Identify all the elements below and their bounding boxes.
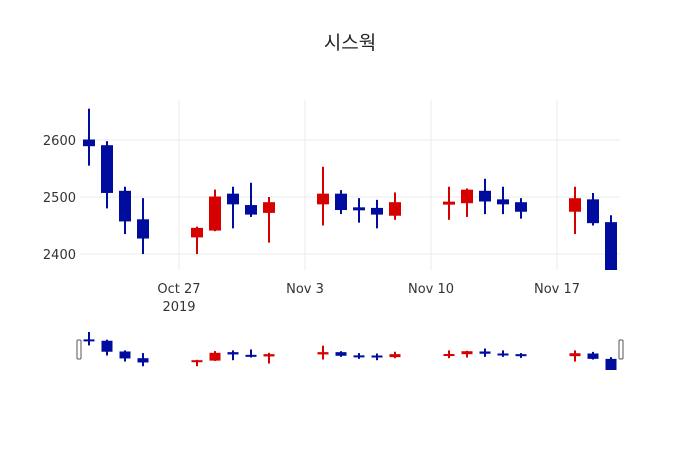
candle[interactable] <box>101 141 113 209</box>
slider-candle <box>479 348 491 357</box>
x-tick-year: 2019 <box>162 300 195 315</box>
x-axis-ticks: Oct 27 2019 Nov 3 Nov 10 Nov 17 <box>157 282 580 315</box>
candle[interactable] <box>461 188 473 217</box>
candle[interactable] <box>191 226 203 254</box>
slider-candle <box>515 353 527 358</box>
slider-candle <box>119 350 131 362</box>
slider-candle <box>263 352 275 364</box>
slider-candle <box>83 332 95 346</box>
candle[interactable] <box>335 190 347 215</box>
candle[interactable] <box>371 199 383 229</box>
slider-candle <box>389 351 401 359</box>
candle[interactable] <box>515 198 527 219</box>
gridlines <box>80 100 620 270</box>
y-tick-label: 2500 <box>43 191 76 206</box>
candle[interactable] <box>587 193 599 226</box>
candle[interactable] <box>263 197 275 243</box>
slider-candle <box>101 339 113 356</box>
range-slider[interactable] <box>76 332 624 370</box>
candle[interactable] <box>119 186 131 235</box>
candle[interactable] <box>317 166 329 226</box>
candle[interactable] <box>497 186 509 215</box>
slider-candle <box>587 351 599 360</box>
candle[interactable] <box>83 108 95 166</box>
candle[interactable] <box>245 182 257 217</box>
x-tick-label: Nov 17 <box>534 282 580 297</box>
candle[interactable] <box>443 186 455 220</box>
slider-candle <box>443 350 455 359</box>
candle[interactable] <box>389 192 401 220</box>
x-tick-label: Nov 10 <box>408 282 454 297</box>
candles-main[interactable] <box>83 108 617 270</box>
candle[interactable] <box>569 186 581 235</box>
slider-candle <box>335 351 347 357</box>
candle[interactable] <box>209 189 221 232</box>
slider-candle <box>191 359 203 367</box>
candle[interactable] <box>353 198 365 223</box>
range-slider-right-handle[interactable] <box>618 339 624 360</box>
x-tick-label: Oct 27 <box>157 282 200 297</box>
slider-candle <box>605 357 617 370</box>
slider-candle <box>461 350 473 358</box>
slider-candle <box>137 353 149 367</box>
chart-title: 시스웍 <box>323 32 377 54</box>
slider-candle <box>371 353 383 361</box>
slider-candle <box>569 350 581 362</box>
slider-candle <box>497 350 509 357</box>
y-tick-label: 2600 <box>43 134 76 149</box>
candle[interactable] <box>605 215 617 270</box>
y-axis-ticks: 2400 2500 2600 <box>43 134 76 263</box>
y-tick-label: 2400 <box>43 248 76 263</box>
slider-candle <box>209 351 221 361</box>
range-slider-left-handle[interactable] <box>76 339 82 360</box>
candle[interactable] <box>137 198 149 254</box>
slider-candle <box>353 353 365 359</box>
candle[interactable] <box>479 178 491 215</box>
candle[interactable] <box>227 186 239 229</box>
slider-candle <box>245 349 257 358</box>
x-tick-label: Nov 3 <box>286 282 324 297</box>
slider-candle <box>317 345 329 360</box>
slider-candle <box>227 350 239 361</box>
